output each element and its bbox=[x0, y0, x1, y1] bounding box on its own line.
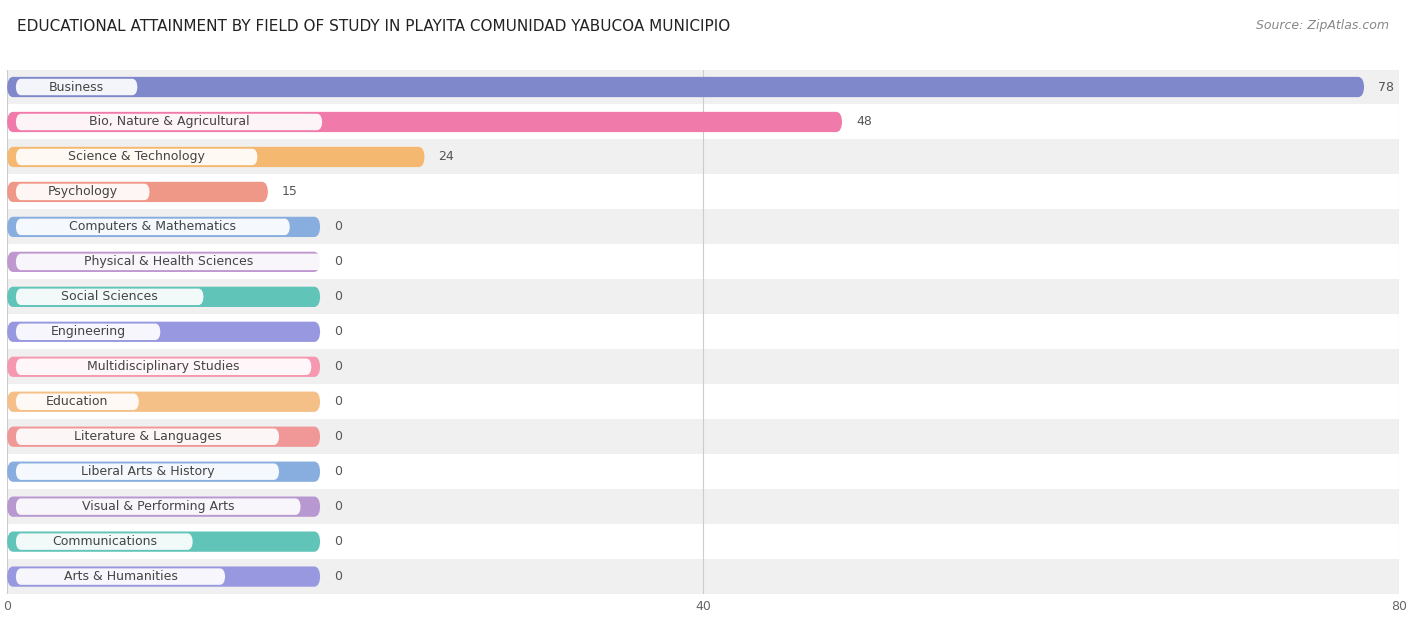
FancyBboxPatch shape bbox=[15, 568, 225, 585]
Text: Engineering: Engineering bbox=[51, 325, 125, 338]
Text: Communications: Communications bbox=[52, 535, 157, 548]
FancyBboxPatch shape bbox=[15, 114, 322, 130]
Bar bbox=[7, 349, 1399, 384]
FancyBboxPatch shape bbox=[7, 112, 842, 132]
FancyBboxPatch shape bbox=[7, 77, 1364, 97]
Text: Education: Education bbox=[46, 395, 108, 408]
Text: Business: Business bbox=[49, 80, 104, 94]
Bar bbox=[7, 454, 1399, 489]
Text: Science & Technology: Science & Technology bbox=[69, 150, 205, 164]
Text: Arts & Humanities: Arts & Humanities bbox=[63, 570, 177, 583]
Text: 0: 0 bbox=[335, 465, 342, 478]
Text: Literature & Languages: Literature & Languages bbox=[73, 430, 221, 443]
FancyBboxPatch shape bbox=[15, 394, 139, 410]
Text: 0: 0 bbox=[335, 360, 342, 374]
Text: 15: 15 bbox=[283, 185, 298, 198]
FancyBboxPatch shape bbox=[7, 252, 321, 272]
FancyBboxPatch shape bbox=[15, 184, 149, 200]
Text: Multidisciplinary Studies: Multidisciplinary Studies bbox=[87, 360, 240, 374]
Text: Social Sciences: Social Sciences bbox=[62, 290, 157, 303]
FancyBboxPatch shape bbox=[15, 253, 322, 270]
Text: 24: 24 bbox=[439, 150, 454, 164]
FancyBboxPatch shape bbox=[7, 182, 269, 202]
Text: 0: 0 bbox=[335, 325, 342, 338]
FancyBboxPatch shape bbox=[7, 287, 321, 307]
Bar bbox=[7, 104, 1399, 140]
Text: 0: 0 bbox=[335, 570, 342, 583]
FancyBboxPatch shape bbox=[7, 356, 321, 377]
FancyBboxPatch shape bbox=[15, 499, 301, 515]
Bar bbox=[7, 209, 1399, 245]
Text: 0: 0 bbox=[335, 221, 342, 233]
FancyBboxPatch shape bbox=[15, 219, 290, 235]
Text: Physical & Health Sciences: Physical & Health Sciences bbox=[84, 255, 253, 269]
Bar bbox=[7, 245, 1399, 279]
Text: 0: 0 bbox=[335, 255, 342, 269]
Text: Liberal Arts & History: Liberal Arts & History bbox=[80, 465, 214, 478]
Text: 0: 0 bbox=[335, 500, 342, 513]
FancyBboxPatch shape bbox=[7, 566, 321, 586]
Bar bbox=[7, 419, 1399, 454]
Bar bbox=[7, 70, 1399, 104]
FancyBboxPatch shape bbox=[15, 79, 138, 95]
FancyBboxPatch shape bbox=[7, 532, 321, 552]
FancyBboxPatch shape bbox=[7, 461, 321, 482]
FancyBboxPatch shape bbox=[7, 322, 321, 342]
FancyBboxPatch shape bbox=[7, 497, 321, 517]
Text: 0: 0 bbox=[335, 430, 342, 443]
Bar bbox=[7, 384, 1399, 419]
Text: 78: 78 bbox=[1378, 80, 1395, 94]
FancyBboxPatch shape bbox=[7, 147, 425, 167]
Bar bbox=[7, 559, 1399, 594]
FancyBboxPatch shape bbox=[7, 427, 321, 447]
Bar bbox=[7, 524, 1399, 559]
Text: 48: 48 bbox=[856, 116, 872, 128]
Text: Bio, Nature & Agricultural: Bio, Nature & Agricultural bbox=[89, 116, 249, 128]
FancyBboxPatch shape bbox=[15, 463, 280, 480]
Text: EDUCATIONAL ATTAINMENT BY FIELD OF STUDY IN PLAYITA COMUNIDAD YABUCOA MUNICIPIO: EDUCATIONAL ATTAINMENT BY FIELD OF STUDY… bbox=[17, 19, 730, 34]
Bar bbox=[7, 140, 1399, 174]
Text: 0: 0 bbox=[335, 290, 342, 303]
Bar bbox=[7, 174, 1399, 209]
FancyBboxPatch shape bbox=[7, 217, 321, 237]
FancyBboxPatch shape bbox=[15, 324, 160, 340]
FancyBboxPatch shape bbox=[15, 533, 193, 550]
Text: Source: ZipAtlas.com: Source: ZipAtlas.com bbox=[1256, 19, 1389, 32]
Bar bbox=[7, 279, 1399, 314]
Text: Visual & Performing Arts: Visual & Performing Arts bbox=[82, 500, 235, 513]
Text: Computers & Mathematics: Computers & Mathematics bbox=[69, 221, 236, 233]
FancyBboxPatch shape bbox=[15, 428, 280, 445]
FancyBboxPatch shape bbox=[15, 149, 257, 165]
FancyBboxPatch shape bbox=[7, 392, 321, 412]
FancyBboxPatch shape bbox=[15, 289, 204, 305]
Bar bbox=[7, 489, 1399, 524]
Text: 0: 0 bbox=[335, 395, 342, 408]
Text: 0: 0 bbox=[335, 535, 342, 548]
FancyBboxPatch shape bbox=[15, 358, 312, 375]
Text: Psychology: Psychology bbox=[48, 185, 118, 198]
Bar bbox=[7, 314, 1399, 349]
